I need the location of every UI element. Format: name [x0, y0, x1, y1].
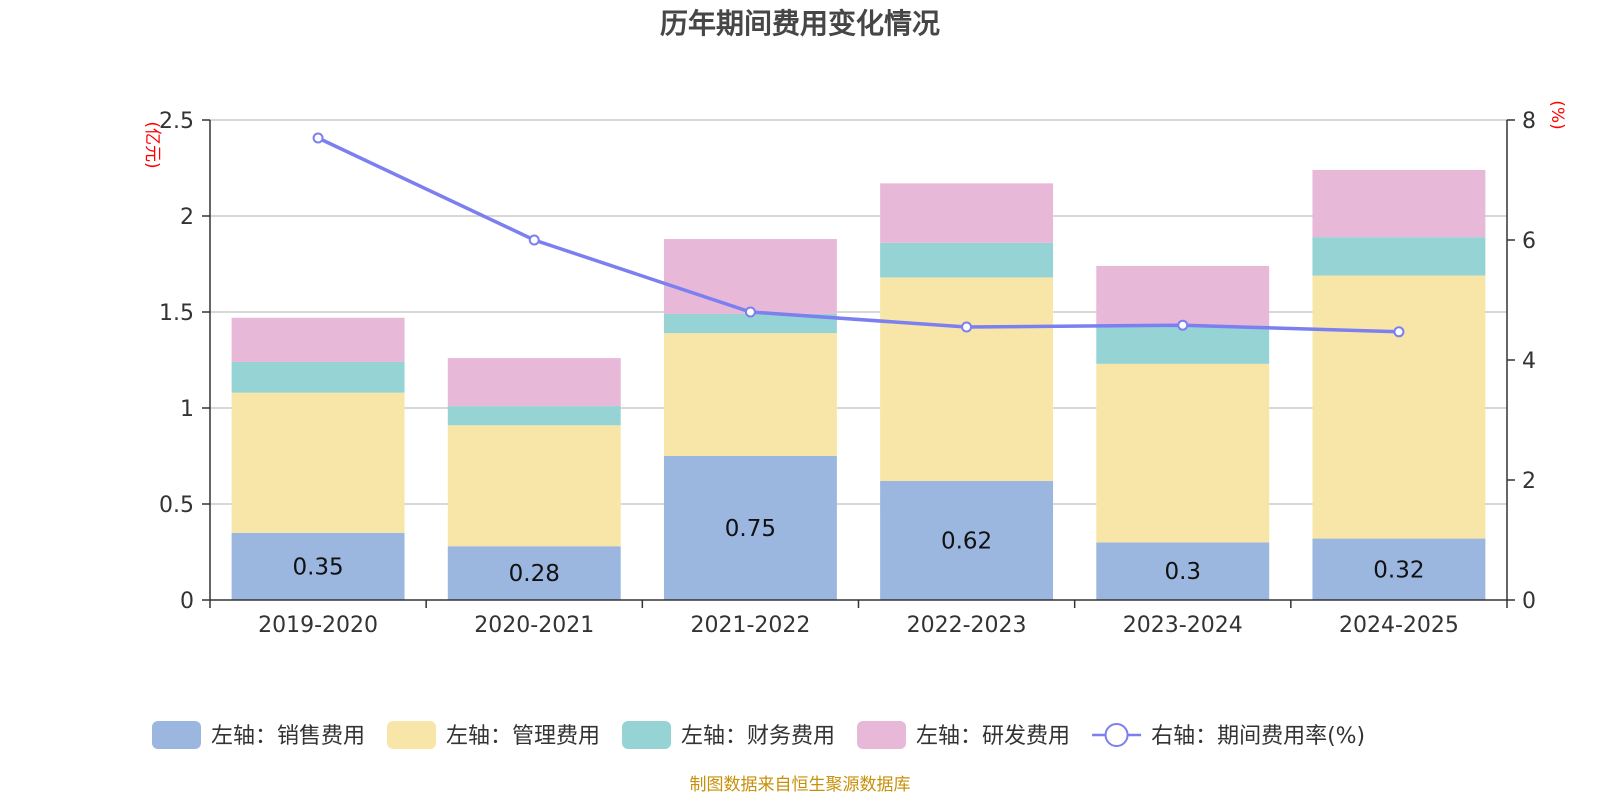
rate-point: [961, 321, 973, 333]
gridlines: [210, 119, 1507, 505]
bar-segment: [880, 183, 1054, 243]
legend-swatch: [857, 721, 907, 749]
rate-point: [1177, 319, 1189, 331]
x-axis-category-label: 2020-2021: [474, 613, 594, 638]
left-axis-tick-label: 1.5: [159, 301, 194, 326]
x-axis-category-label: 2022-2023: [907, 613, 1027, 638]
bar-segment: [1312, 237, 1486, 276]
x-axis-category-label: 2024-2025: [1339, 613, 1459, 638]
bar-segment: [447, 546, 621, 600]
right-axis-tick-label: 4: [1522, 349, 1536, 374]
left-axis-tick-label: 2.5: [159, 109, 194, 134]
bar-segment: [1096, 265, 1270, 326]
rate-point: [744, 306, 756, 318]
left-axis-tick-label: 0.5: [159, 493, 194, 518]
source-note: 制图数据来自恒生聚源数据库: [690, 775, 911, 795]
rate-point: [528, 234, 540, 246]
bar-segment: [880, 242, 1054, 278]
left-axis-tick-label: 0: [180, 589, 194, 614]
bar-data-label: 0.28: [509, 561, 560, 587]
legend-label: 左轴：管理费用: [446, 724, 600, 749]
bar-segment: [447, 425, 621, 547]
bar-segment: [231, 392, 405, 533]
bar-segment: [447, 358, 621, 407]
bar-segment: [663, 313, 837, 334]
rate-point: [312, 132, 324, 144]
bar-segment: [1096, 325, 1270, 364]
bar-segment: [1312, 275, 1486, 539]
bar-segment: [880, 480, 1054, 600]
bar-data-label: 0.62: [941, 528, 992, 554]
bar-series: 0.35 0.28 0.75 0.62 0.3 0.32: [231, 169, 1486, 600]
right-axis-tick-label: 2: [1522, 469, 1536, 494]
left-axis-tick-label: 1: [180, 397, 194, 422]
legend: 左轴：销售费用 左轴：管理费用 左轴：财务费用 左轴：研发费用 右轴：期间费用率(%): [152, 721, 1365, 749]
rate-line: [317, 136, 1399, 334]
right-axis-tick-label: 6: [1522, 229, 1536, 254]
bar-segment: [1096, 363, 1270, 543]
legend-label: 左轴：财务费用: [681, 724, 835, 749]
left-axis-tick-label: 2: [180, 205, 194, 230]
bar-segment: [663, 239, 837, 314]
x-axis-category-label: 2023-2024: [1123, 613, 1243, 638]
chart-title: 历年期间费用变化情况: [660, 7, 940, 40]
bar-segment: [447, 406, 621, 426]
bar-data-label: 0.75: [725, 516, 776, 542]
bar-segment: [880, 277, 1054, 481]
x-axis-category-label: 2021-2022: [690, 613, 810, 638]
bar-segment: [1312, 169, 1486, 238]
right-axis-tick-label: 8: [1522, 109, 1536, 134]
bar-segment: [663, 456, 837, 600]
legend-label: 右轴：期间费用率(%): [1151, 724, 1365, 749]
bar-data-label: 0.32: [1373, 557, 1424, 583]
bar-segment: [663, 333, 837, 456]
legend-swatch: [152, 721, 201, 749]
bar-segment: [231, 317, 405, 362]
rate-point: [1393, 326, 1405, 338]
legend-swatch: [387, 721, 437, 749]
right-axis-tick-label: 0: [1522, 589, 1536, 614]
bar-segment: [231, 361, 405, 393]
legend-swatch: [622, 721, 672, 749]
left-axis-unit: (亿元): [142, 121, 162, 168]
bar-segment: [1096, 542, 1270, 600]
x-axis-category-label: 2019-2020: [258, 613, 378, 638]
legend-marker: [1104, 723, 1129, 747]
legend-label: 左轴：销售费用: [211, 724, 365, 749]
bar-data-label: 0.35: [292, 554, 343, 580]
bar-segment: [231, 532, 405, 600]
axes: 0 0.5 1 1.5 2 2.5 0 2 4 6 8 2019-2020 2020-2021 2021-…: [159, 109, 1536, 638]
legend-label: 左轴：研发费用: [916, 724, 1070, 749]
bar-segment: [1312, 538, 1486, 600]
right-axis-unit: (%): [1547, 100, 1567, 129]
bar-data-label: 0.3: [1164, 559, 1201, 585]
rate-line-series: [312, 132, 1405, 338]
